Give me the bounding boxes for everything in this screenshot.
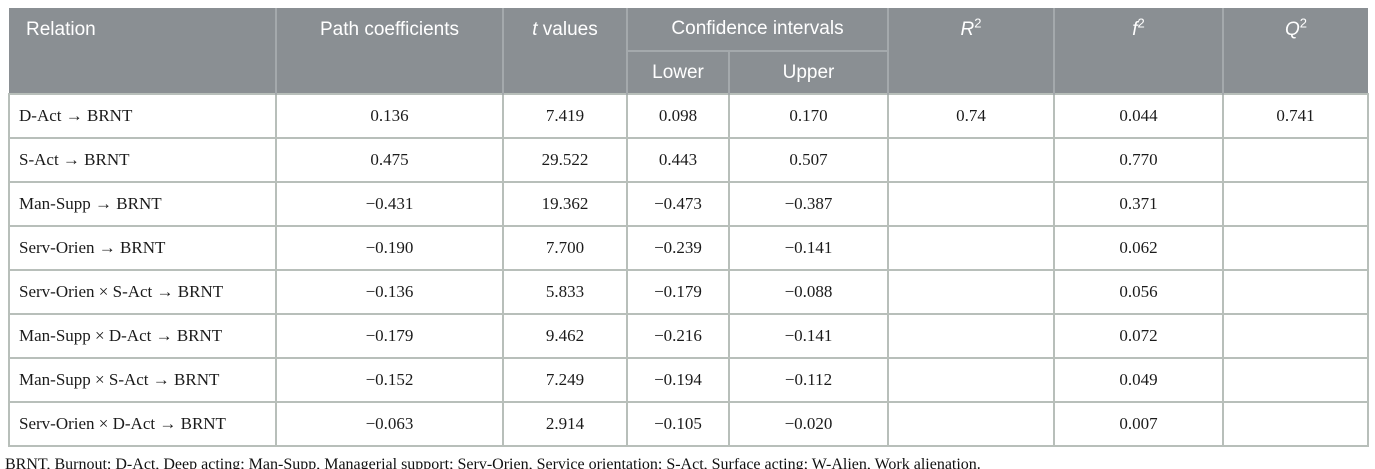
q-squared-cell <box>1222 137 1369 183</box>
q-squared-cell <box>1222 181 1369 227</box>
ci-lower-cell: 0.098 <box>626 93 730 139</box>
ci-lower-cell: −0.239 <box>626 225 730 271</box>
t-value-cell: 19.362 <box>502 181 628 227</box>
ci-upper-cell: −0.141 <box>728 313 889 359</box>
r-squared-cell <box>887 137 1055 183</box>
q-squared-cell <box>1222 225 1369 271</box>
t-value-cell: 9.462 <box>502 313 628 359</box>
t-value-cell: 7.249 <box>502 357 628 403</box>
col-header-t-values: t values <box>503 8 628 94</box>
path-coefficient-cell: −0.136 <box>275 269 504 315</box>
relation-cell: D-Act → BRNT <box>8 93 277 139</box>
f-squared-cell: 0.371 <box>1053 181 1224 227</box>
f-squared-cell: 0.072 <box>1053 313 1224 359</box>
relation-cell: S-Act → BRNT <box>8 137 277 183</box>
path-coefficients-table: Relation Path coefficients t values Conf… <box>8 8 1369 447</box>
r-squared-cell <box>887 181 1055 227</box>
r-squared-cell <box>887 401 1055 447</box>
r-squared-cell <box>887 313 1055 359</box>
r-symbol: R <box>960 19 975 40</box>
table-row: D-Act → BRNT 0.136 7.419 0.098 0.170 0.7… <box>8 93 1369 139</box>
table-body: D-Act → BRNT 0.136 7.419 0.098 0.170 0.7… <box>8 93 1369 447</box>
path-coefficient-cell: 0.136 <box>275 93 504 139</box>
table-row: Man-Supp × D-Act → BRNT −0.179 9.462 −0.… <box>8 313 1369 359</box>
col-header-r-squared: R2 <box>888 8 1055 94</box>
t-value-cell: 29.522 <box>502 137 628 183</box>
q-squared-cell <box>1222 269 1369 315</box>
ci-lower-cell: −0.473 <box>626 181 730 227</box>
col-header-confidence-intervals: Confidence intervals <box>627 8 889 52</box>
ci-lower-cell: −0.105 <box>626 401 730 447</box>
path-coefficient-cell: −0.063 <box>275 401 504 447</box>
q-symbol: Q <box>1284 19 1300 40</box>
table-row: Man-Supp → BRNT −0.431 19.362 −0.473 −0.… <box>8 181 1369 227</box>
q-squared-cell: 0.741 <box>1222 93 1369 139</box>
path-coefficient-cell: −0.190 <box>275 225 504 271</box>
header-row-main: Relation Path coefficients t values Conf… <box>9 8 1368 94</box>
ci-upper-cell: 0.170 <box>728 93 889 139</box>
f-symbol: f <box>1132 19 1138 40</box>
relation-cell: Man-Supp → BRNT <box>8 181 277 227</box>
q-squared-cell <box>1222 313 1369 359</box>
ci-upper-cell: −0.020 <box>728 401 889 447</box>
col-header-upper: Upper <box>729 51 889 94</box>
table-row: Serv-Orien × S-Act → BRNT −0.136 5.833 −… <box>8 269 1369 315</box>
path-coefficient-cell: 0.475 <box>275 137 504 183</box>
f-squared-cell: 0.770 <box>1053 137 1224 183</box>
ci-upper-cell: −0.141 <box>728 225 889 271</box>
relation-cell: Serv-Orien × S-Act → BRNT <box>8 269 277 315</box>
r-superscript: 2 <box>974 15 982 31</box>
col-header-relation: Relation <box>9 8 277 94</box>
q-squared-cell <box>1222 357 1369 403</box>
ci-lower-cell: −0.216 <box>626 313 730 359</box>
ci-upper-cell: −0.088 <box>728 269 889 315</box>
t-value-cell: 7.419 <box>502 93 628 139</box>
f-squared-cell: 0.062 <box>1053 225 1224 271</box>
ci-upper-cell: −0.387 <box>728 181 889 227</box>
relation-cell: Man-Supp × S-Act → BRNT <box>8 357 277 403</box>
ci-lower-cell: 0.443 <box>626 137 730 183</box>
r-squared-cell <box>887 269 1055 315</box>
ci-upper-cell: 0.507 <box>728 137 889 183</box>
table-header: Relation Path coefficients t values Conf… <box>9 8 1368 94</box>
table-row: Serv-Orien × D-Act → BRNT −0.063 2.914 −… <box>8 401 1369 447</box>
relation-cell: Man-Supp × D-Act → BRNT <box>8 313 277 359</box>
t-symbol: t <box>532 19 538 40</box>
path-coefficient-cell: −0.179 <box>275 313 504 359</box>
col-header-f-squared: f2 <box>1054 8 1224 94</box>
t-value-cell: 7.700 <box>502 225 628 271</box>
t-value-cell: 5.833 <box>502 269 628 315</box>
ci-lower-cell: −0.179 <box>626 269 730 315</box>
path-coefficient-cell: −0.152 <box>275 357 504 403</box>
r-squared-cell <box>887 357 1055 403</box>
f-squared-cell: 0.049 <box>1053 357 1224 403</box>
path-coefficient-cell: −0.431 <box>275 181 504 227</box>
r-squared-cell <box>887 225 1055 271</box>
relation-cell: Serv-Orien → BRNT <box>8 225 277 271</box>
ci-lower-cell: −0.194 <box>626 357 730 403</box>
t-values-label: values <box>537 19 598 40</box>
r-squared-cell: 0.74 <box>887 93 1055 139</box>
table-footnote: BRNT, Burnout; D-Act, Deep acting; Man-S… <box>5 456 981 469</box>
table-row: Serv-Orien → BRNT −0.190 7.700 −0.239 −0… <box>8 225 1369 271</box>
col-header-path-coefficients: Path coefficients <box>276 8 504 94</box>
table-row: Man-Supp × S-Act → BRNT −0.152 7.249 −0.… <box>8 357 1369 403</box>
col-header-lower: Lower <box>627 51 730 94</box>
header-row-sub: Lower Upper <box>9 51 1368 94</box>
t-value-cell: 2.914 <box>502 401 628 447</box>
q-squared-cell <box>1222 401 1369 447</box>
table-row: S-Act → BRNT 0.475 29.522 0.443 0.507 0.… <box>8 137 1369 183</box>
f-squared-cell: 0.044 <box>1053 93 1224 139</box>
q-superscript: 2 <box>1299 15 1307 31</box>
ci-upper-cell: −0.112 <box>728 357 889 403</box>
f-superscript: 2 <box>1137 15 1145 31</box>
f-squared-cell: 0.007 <box>1053 401 1224 447</box>
f-squared-cell: 0.056 <box>1053 269 1224 315</box>
col-header-q-squared: Q2 <box>1223 8 1368 94</box>
relation-cell: Serv-Orien × D-Act → BRNT <box>8 401 277 447</box>
